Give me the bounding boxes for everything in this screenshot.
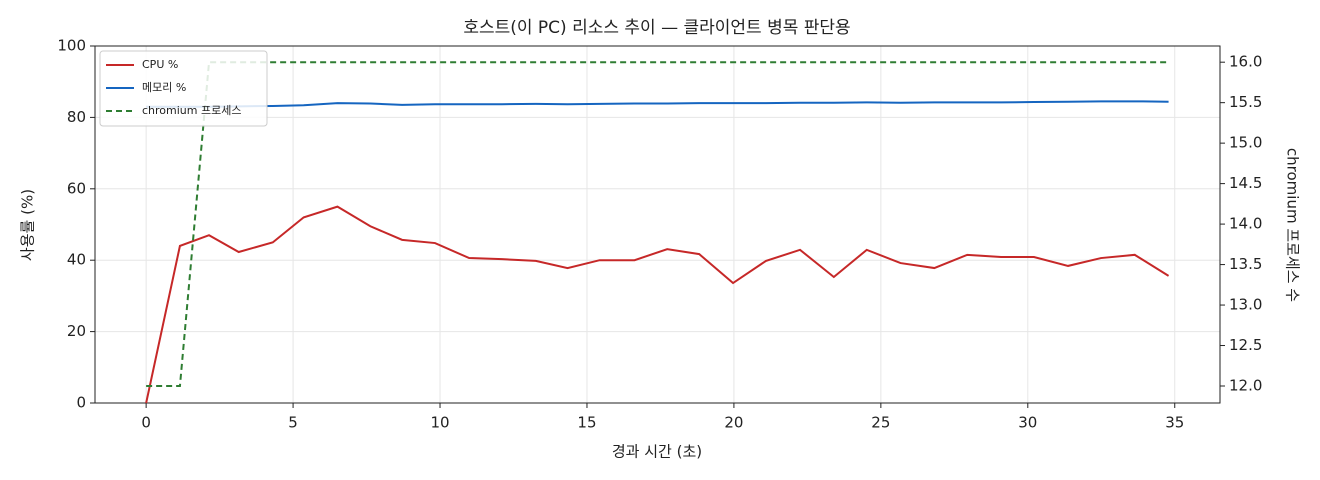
y2-tick-label: 13.0 xyxy=(1229,296,1262,314)
x-axis-label: 경과 시간 (초) xyxy=(612,443,702,461)
y-tick-label: 60 xyxy=(67,179,86,197)
x-tick-label: 20 xyxy=(724,414,743,432)
y-tick-label: 80 xyxy=(67,108,86,126)
y2-tick-label: 12.0 xyxy=(1229,377,1262,395)
x-tick-label: 5 xyxy=(288,414,298,432)
y-tick-label: 0 xyxy=(76,394,86,412)
x-tick-label: 10 xyxy=(430,414,449,432)
legend-label: 메모리 % xyxy=(142,81,186,94)
y-tick-label: 40 xyxy=(67,251,86,269)
x-tick-label: 15 xyxy=(577,414,596,432)
legend: CPU % 메모리 % chromium 프로세스 xyxy=(99,50,268,127)
y2-tick-label: 13.5 xyxy=(1229,255,1262,273)
series-line xyxy=(145,205,1170,404)
y-tick-label: 100 xyxy=(57,37,86,55)
y2-tick-label: 15.5 xyxy=(1229,93,1262,111)
x-tick-label: 0 xyxy=(141,414,151,432)
chart-title: 호스트(이 PC) 리소스 추이 — 클라이언트 병목 판단용 xyxy=(463,18,850,38)
y2-tick-label: 14.5 xyxy=(1229,174,1262,192)
x-tick-label: 25 xyxy=(871,414,890,432)
series-line xyxy=(146,100,1169,108)
y2-tick-label: 15.0 xyxy=(1229,134,1262,152)
x-tick-label: 30 xyxy=(1018,414,1037,432)
series-line xyxy=(146,61,1169,387)
legend-label: CPU % xyxy=(142,58,178,71)
y2-axis-label: chromium 프로세스 수 xyxy=(1284,148,1302,302)
y2-tick-label: 14.0 xyxy=(1229,215,1262,233)
x-tick-label: 35 xyxy=(1165,414,1184,432)
legend-label: chromium 프로세스 xyxy=(142,104,241,117)
y2-tick-label: 16.0 xyxy=(1229,53,1262,71)
y-tick-label: 20 xyxy=(67,322,86,340)
y2-tick-label: 12.5 xyxy=(1229,336,1262,354)
y-axis-label: 사용률 (%) xyxy=(19,189,37,261)
plot-frame xyxy=(94,45,1221,404)
legend-box xyxy=(99,50,268,127)
